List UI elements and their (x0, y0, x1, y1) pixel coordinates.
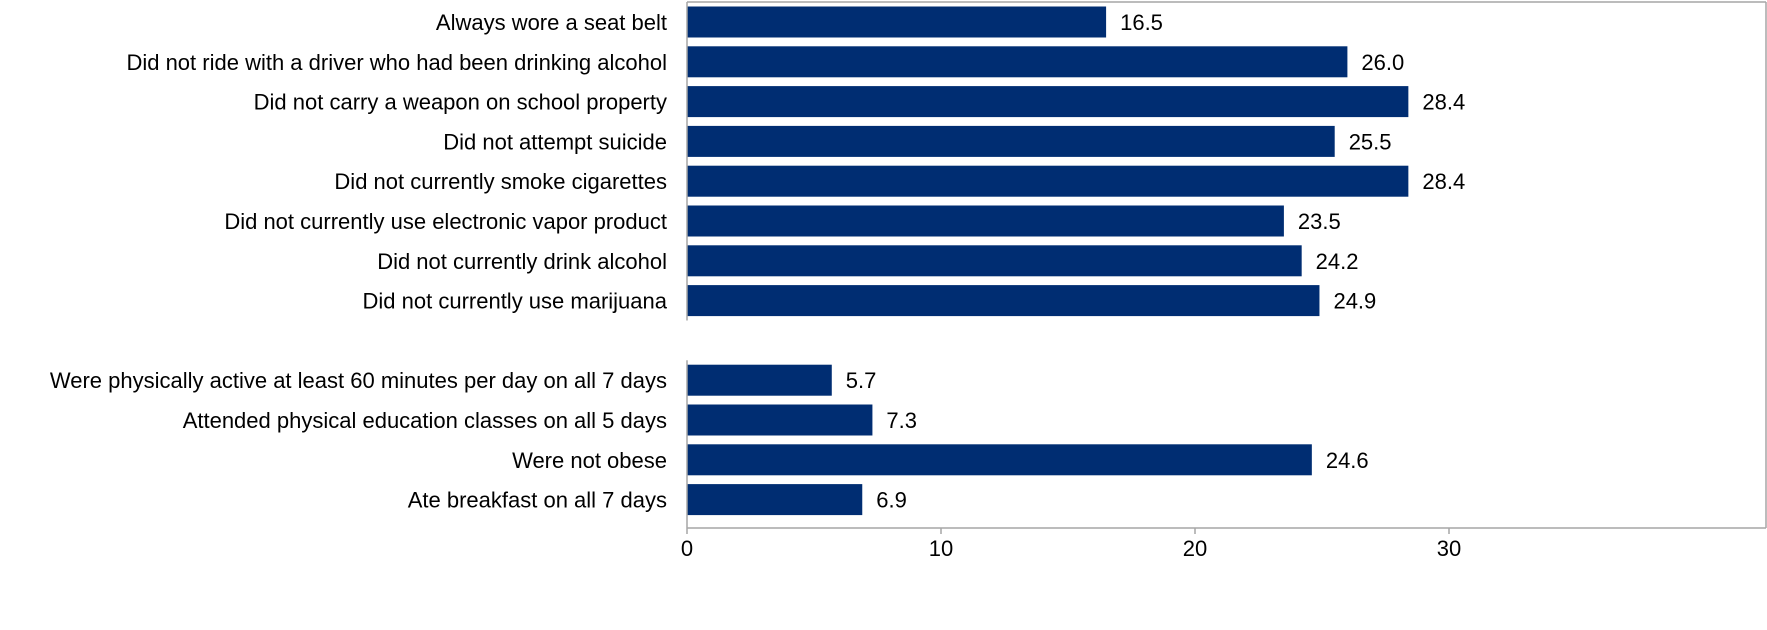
x-tick-label: 10 (929, 536, 953, 561)
bar (687, 405, 872, 436)
x-tick-label: 20 (1183, 536, 1207, 561)
category-label: Did not currently use marijuana (363, 289, 668, 314)
category-label: Did not ride with a driver who had been … (126, 50, 667, 75)
bar (687, 7, 1106, 38)
category-label: Did not currently smoke cigarettes (334, 169, 667, 194)
bar (687, 444, 1312, 475)
category-label: Were not obese (512, 448, 667, 473)
category-label: Ate breakfast on all 7 days (408, 488, 667, 513)
data-label: 24.2 (1316, 249, 1359, 274)
data-label: 24.6 (1326, 448, 1369, 473)
data-label: 28.4 (1422, 90, 1465, 115)
category-label: Did not carry a weapon on school propert… (254, 90, 667, 115)
bar (687, 46, 1347, 77)
category-label: Did not attempt suicide (443, 129, 667, 154)
data-label: 7.3 (886, 408, 917, 433)
category-label: Always wore a seat belt (436, 10, 667, 35)
category-label: Were physically active at least 60 minut… (50, 368, 667, 393)
bar (687, 126, 1335, 157)
data-label: 28.4 (1422, 169, 1465, 194)
data-label: 23.5 (1298, 209, 1341, 234)
data-label: 25.5 (1349, 129, 1392, 154)
bar (687, 166, 1408, 197)
bar (687, 245, 1302, 276)
category-label: Did not currently use electronic vapor p… (224, 209, 667, 234)
bar (687, 86, 1408, 117)
bar (687, 285, 1319, 316)
data-label: 16.5 (1120, 10, 1163, 35)
x-tick-label: 0 (681, 536, 693, 561)
bar (687, 365, 832, 396)
data-label: 24.9 (1333, 289, 1376, 314)
x-tick-label: 30 (1437, 536, 1461, 561)
category-label: Attended physical education classes on a… (183, 408, 667, 433)
category-label: Did not currently drink alcohol (377, 249, 667, 274)
data-label: 5.7 (846, 368, 877, 393)
data-label: 6.9 (876, 488, 907, 513)
data-label: 26.0 (1361, 50, 1404, 75)
bar (687, 484, 862, 515)
bar (687, 206, 1284, 237)
